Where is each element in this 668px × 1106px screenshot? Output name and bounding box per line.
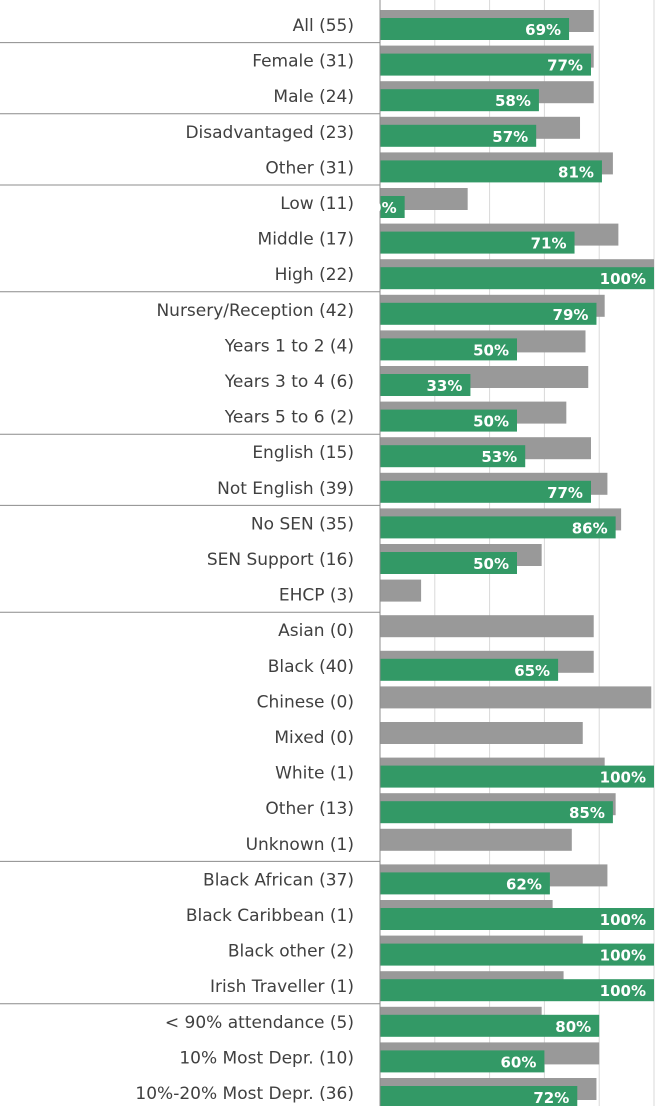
comparison-bar: [380, 722, 583, 744]
category-label: Unknown (1): [246, 835, 354, 855]
data-label: 57%: [492, 128, 528, 146]
primary-bar: [380, 1086, 578, 1106]
category-label: Chinese (0): [257, 692, 354, 712]
primary-bar: [380, 302, 597, 325]
primary-bar: [380, 872, 550, 895]
primary-bar: [380, 552, 517, 574]
comparison-bar: [380, 615, 594, 638]
primary-bar: [380, 516, 616, 539]
category-label: Years 5 to 6 (2): [224, 408, 354, 428]
data-label: 65%: [514, 662, 550, 680]
data-label: 33%: [427, 377, 463, 395]
category-label: Black Caribbean (1): [186, 906, 354, 926]
category-label: 10%-20% Most Depr. (36): [135, 1084, 354, 1104]
primary-bar: [380, 18, 570, 40]
category-label: Black African (37): [203, 870, 354, 890]
data-label: 77%: [547, 57, 583, 75]
category-label: Low (11): [280, 194, 354, 214]
category-label: Other (13): [265, 799, 354, 819]
bars: [380, 10, 654, 1106]
category-label: Female (31): [252, 52, 354, 72]
primary-bar: [380, 89, 539, 112]
primary-bar: [380, 801, 613, 824]
data-label: 58%: [495, 92, 531, 110]
category-label: Black (40): [268, 657, 354, 677]
category-label: Other (31): [265, 158, 354, 178]
category-label: Years 3 to 4 (6): [224, 372, 354, 392]
data-label: 77%: [547, 484, 583, 502]
data-label: 85%: [569, 804, 605, 822]
comparison-bar: [380, 828, 572, 851]
primary-bar: [380, 943, 654, 966]
primary-bar: [380, 160, 602, 183]
data-label: 100%: [600, 911, 646, 929]
category-label: High (22): [275, 265, 354, 285]
primary-bar: [380, 445, 526, 468]
data-label: 60%: [500, 1053, 536, 1071]
data-label: 80%: [555, 1018, 591, 1036]
data-label: 53%: [481, 448, 517, 466]
data-label: 50%: [473, 555, 509, 573]
data-label: 100%: [600, 947, 646, 965]
primary-bar: [380, 374, 471, 396]
primary-bar: [380, 267, 654, 290]
comparison-bar: [380, 579, 422, 602]
category-label: < 90% attendance (5): [165, 1013, 354, 1033]
primary-bar: [380, 1014, 600, 1037]
primary-bar: [380, 196, 405, 218]
primary-bar: [380, 979, 654, 1002]
category-label: All (55): [293, 16, 354, 36]
labels: 69% All (55) 77% Female (31) 58% Male (24) 57%…: [135, 16, 646, 1106]
category-label: Not English (39): [217, 479, 354, 499]
primary-bar: [380, 124, 537, 147]
category-label: Mixed (0): [274, 728, 354, 748]
category-label: Middle (17): [258, 230, 354, 250]
data-label: 100%: [600, 982, 646, 1000]
category-label: Irish Traveller (1): [210, 977, 354, 997]
category-label: Asian (0): [278, 621, 354, 641]
data-label: 72%: [533, 1089, 569, 1106]
category-label: Nursery/Reception (42): [156, 301, 354, 321]
data-label: 79%: [553, 306, 589, 324]
comparison-bar: [380, 686, 652, 709]
category-label: SEN Support (16): [207, 550, 354, 570]
data-label: 62%: [506, 875, 542, 893]
category-label: Disadvantaged (23): [185, 123, 354, 143]
category-label: Years 1 to 2 (4): [224, 336, 354, 356]
primary-bar: [380, 765, 654, 788]
primary-bar: [380, 231, 575, 254]
category-label: Black other (2): [228, 942, 354, 962]
data-label: 69%: [525, 21, 561, 39]
primary-bar: [380, 480, 591, 503]
data-label: 81%: [558, 163, 594, 181]
data-label: 9%: [371, 199, 396, 217]
category-label: 10% Most Depr. (10): [179, 1048, 354, 1068]
data-label: 50%: [473, 341, 509, 359]
data-label: 86%: [572, 519, 608, 537]
category-label: EHCP (3): [279, 586, 354, 606]
data-label: 100%: [600, 769, 646, 787]
primary-bar: [380, 409, 517, 432]
category-label: White (1): [275, 764, 354, 784]
category-label: No SEN (35): [251, 514, 354, 534]
primary-bar: [380, 908, 654, 930]
category-label: English (15): [252, 443, 354, 463]
category-label: Male (24): [273, 87, 354, 107]
primary-bar: [380, 338, 517, 361]
primary-bar: [380, 53, 591, 76]
data-label: 71%: [531, 235, 567, 253]
data-label: 50%: [473, 413, 509, 431]
data-label: 100%: [600, 270, 646, 288]
primary-bar: [380, 1050, 545, 1073]
group-separators: [0, 42, 380, 1005]
primary-bar: [380, 658, 559, 681]
